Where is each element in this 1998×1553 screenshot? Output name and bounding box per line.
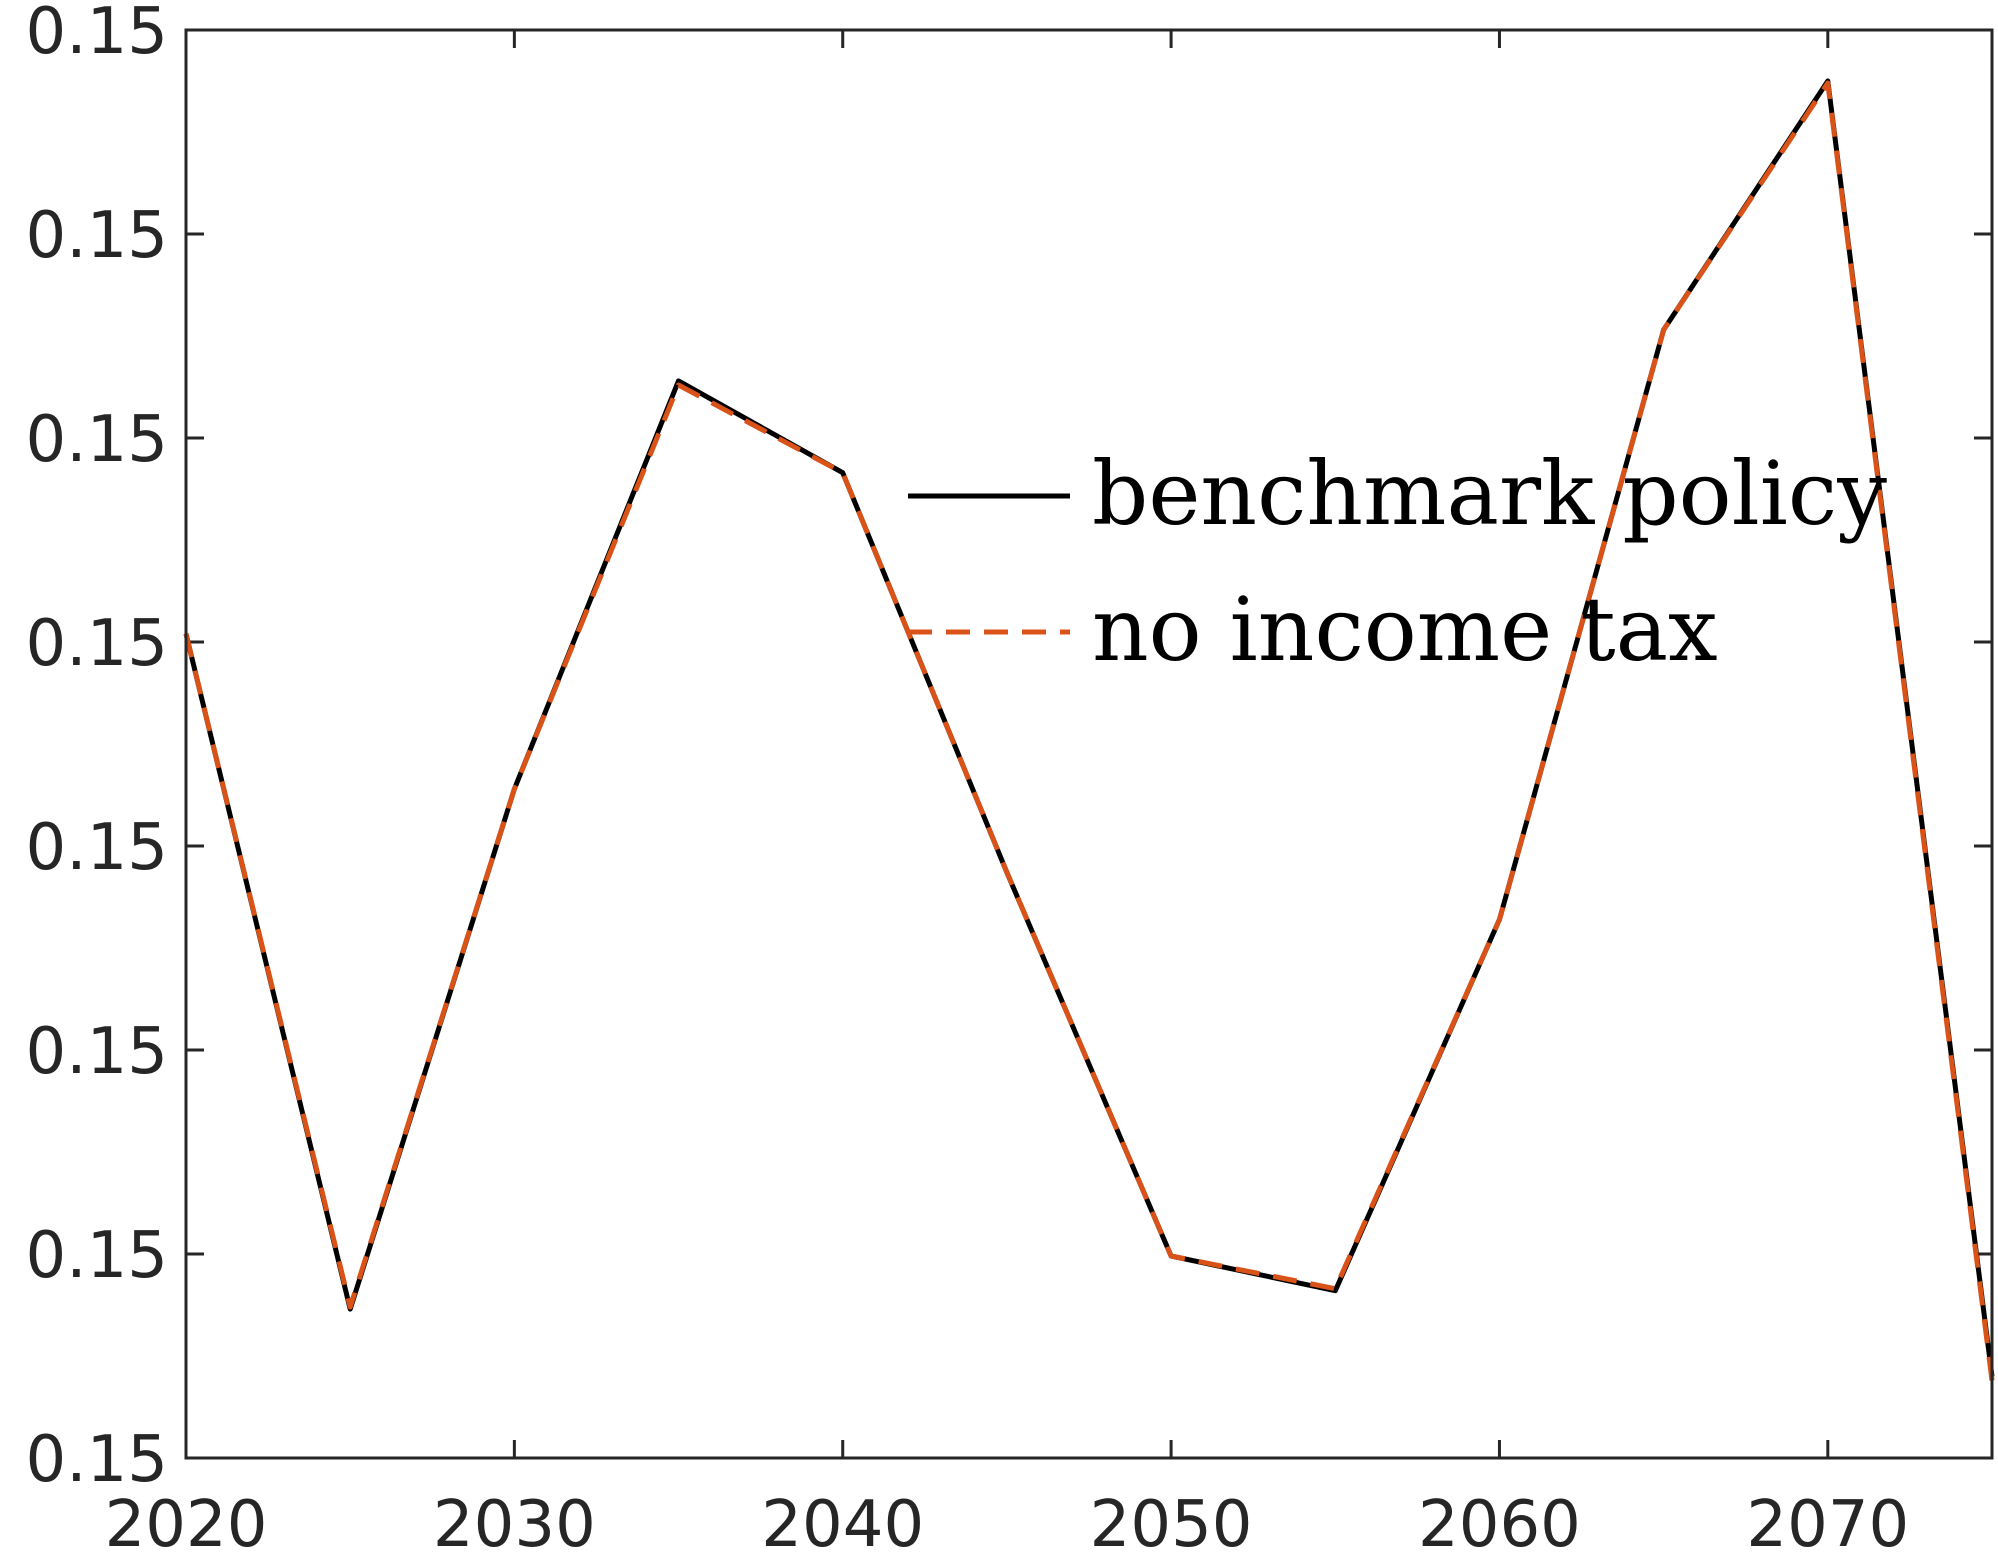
y-tick-label: 0.15 (26, 607, 169, 681)
x-tick-labels: 2020 2030 2040 2050 2060 2070 (105, 1488, 1910, 1553)
tick-marks (184, 28, 1992, 1460)
plot-area (186, 30, 1992, 1458)
x-tick-label: 2030 (433, 1488, 596, 1553)
y-tick-label: 0.15 (26, 811, 169, 885)
legend-label-no-income-tax: no income tax (1092, 578, 1718, 681)
x-tick-label: 2060 (1418, 1488, 1581, 1553)
series-line-no-income-tax (183, 80, 1995, 1381)
axes-box (184, 28, 1994, 1460)
x-tick-label: 2020 (105, 1488, 268, 1553)
x-tick-label: 2050 (1090, 1488, 1253, 1553)
x-tick-label: 2070 (1746, 1488, 1909, 1553)
y-tick-label: 0.15 (26, 1423, 169, 1497)
legend: benchmark policy no income tax (908, 442, 1887, 681)
y-tick-label: 0.15 (26, 1015, 169, 1089)
y-tick-label: 0.15 (26, 199, 169, 273)
x-tick-label: 2040 (761, 1488, 924, 1553)
y-tick-label: 0.15 (26, 0, 169, 69)
y-tick-labels: 0.15 0.15 0.15 0.15 0.15 0.15 0.15 0.15 (26, 0, 169, 1497)
series-layer (183, 78, 1995, 1381)
y-tick-label: 0.15 (26, 1219, 169, 1293)
y-tick-label: 0.15 (26, 403, 169, 477)
legend-label-benchmark-policy: benchmark policy (1092, 442, 1887, 545)
